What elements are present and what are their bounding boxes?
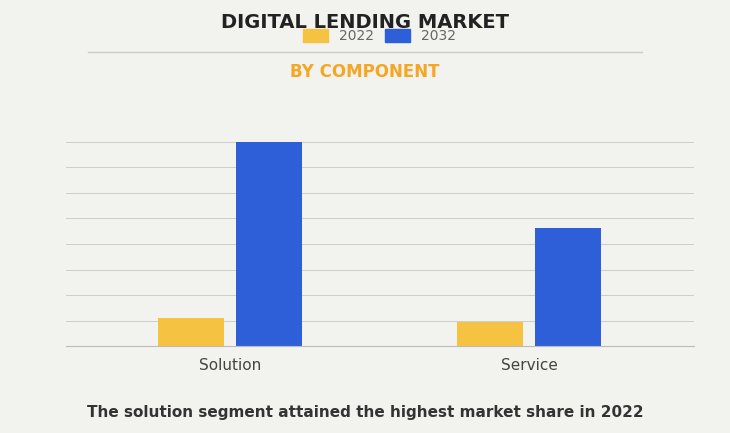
Bar	[158, 318, 224, 346]
Bar	[457, 322, 523, 346]
Text: The solution segment attained the highest market share in 2022: The solution segment attained the highes…	[87, 405, 643, 420]
Text: BY COMPONENT: BY COMPONENT	[291, 63, 439, 81]
Text: DIGITAL LENDING MARKET: DIGITAL LENDING MARKET	[221, 13, 509, 32]
Legend: 2022, 2032: 2022, 2032	[303, 29, 456, 43]
Bar	[535, 228, 601, 346]
Bar	[236, 142, 302, 346]
